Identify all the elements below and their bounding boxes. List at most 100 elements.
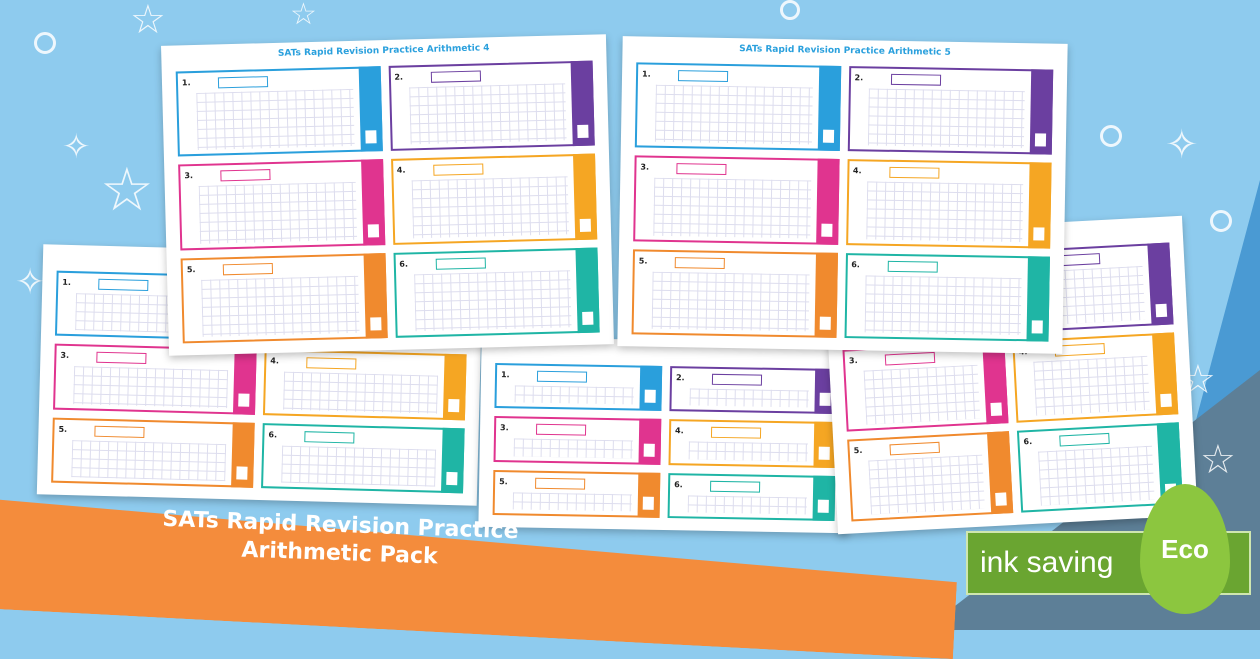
question-number: 1. — [642, 69, 651, 79]
mark-tab — [1147, 242, 1174, 326]
answer-box — [884, 351, 936, 366]
question-panel: 6. — [667, 472, 836, 521]
question-panel: 2. — [388, 60, 595, 152]
question-number: 1. — [500, 370, 510, 380]
answer-box — [887, 260, 938, 273]
circle-icon — [1100, 125, 1122, 147]
working-grid — [654, 84, 813, 145]
question-panel: 1. — [175, 66, 383, 157]
sparkle-icon: ✧ — [1165, 122, 1199, 168]
mark-tab — [639, 365, 663, 412]
mark-tab — [1029, 69, 1054, 155]
working-grid — [689, 388, 809, 408]
question-panel: 3. — [178, 159, 385, 251]
working-grid — [283, 371, 439, 414]
mark-tab — [575, 247, 600, 334]
question-number: 4. — [270, 356, 280, 366]
mark-tab — [812, 475, 836, 521]
answer-box — [536, 370, 588, 383]
working-grid — [865, 181, 1024, 242]
question-number: 2. — [394, 72, 404, 82]
mark-tab — [363, 252, 388, 339]
answer-box — [432, 163, 484, 177]
mark-tab — [982, 341, 1009, 425]
worksheet-arithmetic-5: SATs Rapid Revision Practice Arithmetic … — [617, 36, 1068, 354]
question-grid: 1. 2. 3. 4. 5. 6. — [175, 60, 600, 344]
working-grid — [71, 439, 227, 482]
working-grid — [513, 438, 633, 459]
question-number: 6. — [268, 429, 278, 440]
mark-tab — [1028, 162, 1052, 249]
answer-box — [535, 477, 586, 490]
question-panel: 6. — [261, 422, 465, 494]
answer-box — [888, 167, 939, 180]
answer-box — [677, 70, 729, 82]
working-grid — [688, 441, 808, 462]
answer-box — [711, 373, 763, 386]
star-icon: ☆ — [100, 155, 154, 225]
working-grid — [73, 366, 229, 408]
question-number: 3. — [640, 162, 650, 172]
question-number: 6. — [851, 259, 860, 269]
question-number: 1. — [181, 78, 191, 88]
working-grid — [411, 176, 570, 239]
working-grid — [687, 495, 807, 515]
circle-icon — [1210, 210, 1232, 232]
circle-icon — [780, 0, 800, 20]
question-panel: 4. — [262, 349, 467, 421]
question-panel: 5. — [847, 431, 1014, 522]
answer-box — [222, 262, 274, 275]
question-panel: 6. — [844, 252, 1050, 342]
working-grid — [863, 364, 981, 425]
answer-box — [535, 424, 587, 436]
answer-box — [306, 357, 357, 370]
mark-tab — [573, 153, 598, 240]
working-grid — [1038, 445, 1155, 506]
question-number: 2. — [675, 373, 685, 383]
answer-box — [94, 425, 145, 438]
mark-tab — [231, 421, 255, 488]
question-panel: 2. — [847, 66, 1054, 155]
question-number: 5. — [853, 445, 863, 456]
question-panel: 5. — [180, 252, 388, 344]
circle-icon — [34, 32, 56, 54]
answer-box — [710, 480, 761, 493]
worksheet-title: SATs Rapid Revision Practice Arithmetic … — [739, 44, 951, 58]
mark-tab — [1026, 255, 1050, 342]
working-grid — [653, 178, 811, 239]
question-number: 3. — [60, 351, 70, 361]
question-number: 4. — [674, 426, 684, 436]
mark-tab — [986, 431, 1014, 515]
eco-label: Eco — [1161, 533, 1209, 564]
answer-box — [676, 163, 727, 176]
worksheet-title: SATs Rapid Revision Practice Arithmetic … — [277, 43, 490, 59]
mark-tab — [360, 159, 385, 246]
mark-tab — [1152, 332, 1179, 416]
question-number: 6. — [674, 479, 683, 489]
question-panel: 1. — [494, 363, 663, 412]
working-grid — [651, 271, 810, 332]
answer-box — [889, 441, 940, 456]
question-number: 3. — [184, 171, 194, 181]
answer-box — [435, 257, 486, 270]
answer-box — [217, 76, 269, 89]
answer-box — [890, 73, 941, 86]
question-panel: 6. — [393, 247, 600, 338]
working-grid — [281, 445, 437, 487]
question-number: 4. — [396, 165, 406, 176]
question-number: 3. — [848, 355, 858, 366]
star-icon: ☆ — [290, 0, 317, 32]
working-grid — [868, 454, 985, 515]
mark-tab — [637, 472, 661, 518]
question-panel: 1. — [634, 62, 841, 152]
ink-saving-label: ink saving — [980, 546, 1114, 579]
answer-box — [98, 278, 149, 292]
question-panel: 3. — [53, 343, 257, 415]
mark-tab — [817, 65, 841, 152]
working-grid — [864, 275, 1022, 336]
answer-box — [220, 169, 271, 182]
question-number: 6. — [1023, 436, 1033, 447]
answer-box — [674, 256, 725, 269]
sparkle-icon: ✧ — [62, 127, 91, 167]
answer-box — [96, 352, 147, 365]
